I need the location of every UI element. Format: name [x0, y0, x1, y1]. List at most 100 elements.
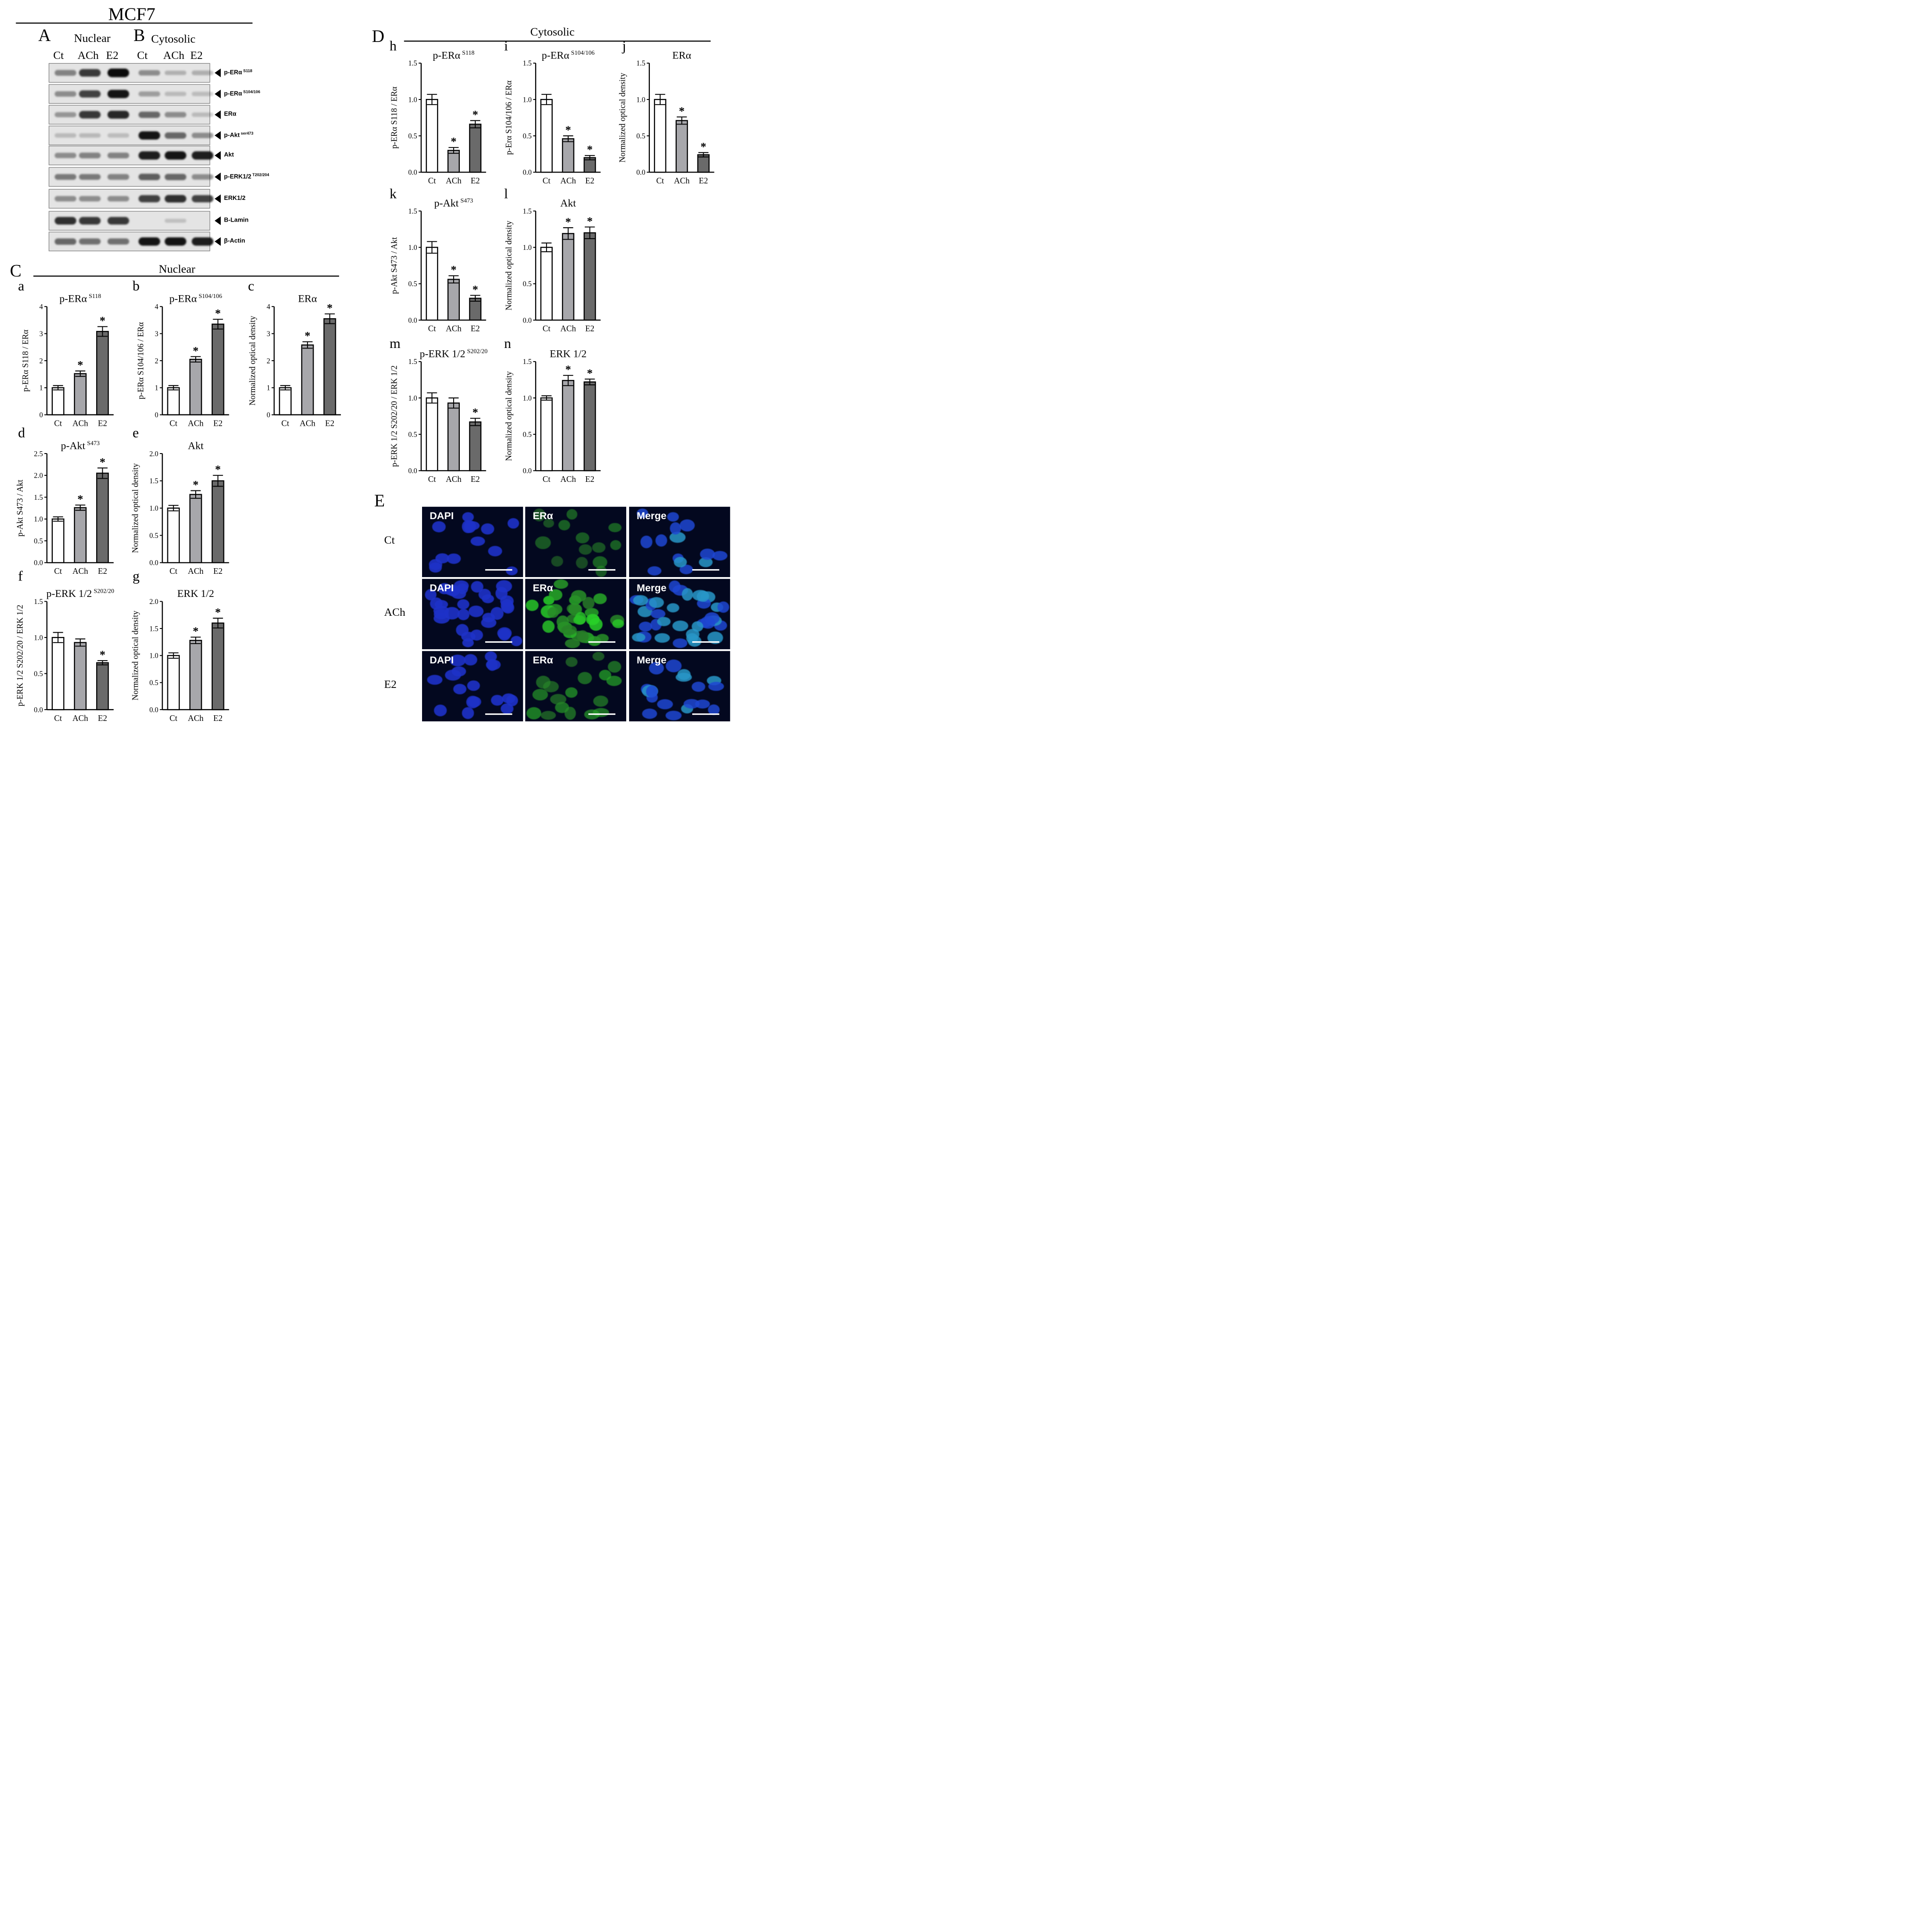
- lane-label: ACh: [77, 49, 99, 62]
- significance-star: *: [193, 625, 199, 638]
- category-label: E2: [213, 418, 223, 428]
- blot-band: [107, 238, 129, 245]
- significance-star: *: [193, 345, 199, 357]
- cell-nucleus: [482, 612, 495, 622]
- chart-g: g ERK 1/2 0.0 0.5 1.0 1.5 2.0 Normalized optica…: [131, 569, 229, 723]
- blot-arrow-icon: [215, 110, 221, 119]
- y-tick-label: 0.0: [149, 559, 158, 567]
- category-label: ACh: [560, 176, 576, 185]
- cell-nucleus: [642, 708, 657, 719]
- category-label: ACh: [188, 418, 203, 428]
- blot-band: [79, 152, 101, 158]
- y-tick-label: 0.5: [522, 132, 531, 140]
- cell-nucleus: [697, 591, 709, 602]
- cell-nucleus: [542, 620, 555, 633]
- bar: [211, 622, 224, 711]
- y-axis-label: p-Akt S473 / Akt: [389, 237, 398, 294]
- y-tick-label: 3: [155, 330, 158, 338]
- blot-band: [191, 174, 214, 180]
- significance-star: *: [565, 364, 571, 376]
- cell-nucleus: [610, 540, 622, 550]
- blot-arrow-icon: [215, 151, 221, 160]
- y-tick-label: 2: [155, 357, 158, 365]
- cell-nucleus: [592, 542, 606, 553]
- blot-band: [107, 68, 129, 77]
- chart-b: b p-ERα S104/106 0 1 2 3 4 p-ERα S104/106 / ERα C…: [133, 278, 229, 428]
- cell-nucleus: [554, 579, 568, 589]
- blot-band: [79, 90, 101, 98]
- bar: [469, 421, 481, 472]
- microscopy-panel: ERα: [525, 506, 626, 577]
- blot-band: [107, 217, 129, 225]
- blot-band: [107, 152, 129, 158]
- category-label: ACh: [73, 566, 88, 576]
- y-tick-label: 0.0: [522, 467, 531, 475]
- cell-nucleus: [451, 666, 466, 677]
- y-tick-label: 0.5: [408, 280, 417, 288]
- panel-letter: f: [18, 569, 23, 584]
- y-tick-label: 1: [39, 384, 43, 392]
- category-label: ACh: [73, 418, 88, 428]
- y-tick-label: 0.5: [408, 132, 417, 140]
- cell-nucleus: [470, 629, 483, 641]
- bar: [562, 380, 574, 472]
- microscopy-panel: Merge: [629, 651, 730, 721]
- lane-label: E2: [190, 49, 203, 62]
- y-tick-label: 3: [39, 330, 43, 338]
- cell-nucleus: [462, 512, 474, 522]
- bar: [74, 373, 87, 415]
- y-tick-label: 1.0: [149, 652, 158, 660]
- cell-nucleus: [468, 605, 484, 617]
- category-label: Ct: [54, 566, 62, 576]
- microscopy-channel-label: DAPI: [430, 510, 454, 521]
- significance-star: *: [193, 479, 199, 491]
- microscopy-panel: ERα: [525, 579, 626, 649]
- y-tick-label: 2: [266, 357, 270, 365]
- cell-nucleus: [633, 595, 648, 606]
- y-axis-label: p-Erα S104/106 / ERα: [504, 81, 513, 155]
- cell-nucleus: [638, 621, 652, 632]
- cell-nucleus: [712, 551, 728, 561]
- cell-line-title: MCF7: [108, 4, 156, 24]
- y-tick-label: 1.5: [522, 207, 531, 215]
- blot-strip: [49, 146, 214, 165]
- category-label: Ct: [170, 418, 178, 428]
- category-label: Ct: [282, 418, 290, 428]
- cell-nucleus: [579, 544, 592, 555]
- cell-nucleus: [708, 682, 724, 691]
- title-underline: [16, 22, 253, 24]
- bar: [654, 99, 666, 173]
- cell-nucleus: [533, 508, 546, 521]
- cell-nucleus: [673, 557, 687, 568]
- blot-label: ERK1/2: [224, 194, 246, 201]
- y-tick-label: 1.0: [34, 634, 43, 642]
- blot-strip: [49, 105, 214, 124]
- blot-label: ERα: [224, 110, 237, 117]
- cell-nucleus: [577, 671, 592, 685]
- category-label: E2: [213, 566, 223, 576]
- cell-nucleus: [462, 707, 474, 719]
- y-tick-label: 2: [39, 357, 43, 365]
- cell-nucleus: [681, 588, 693, 601]
- y-axis-label: Normalized optical density: [504, 221, 513, 311]
- blot-strip: [49, 167, 214, 187]
- y-tick-label: 1.5: [636, 59, 645, 67]
- microscopy-row-label: ACh: [384, 606, 406, 619]
- microscopy-channel-label: ERα: [532, 654, 553, 666]
- blot-strip: [49, 125, 214, 145]
- bar: [583, 232, 596, 321]
- significance-star: *: [215, 606, 221, 619]
- y-axis-label: Normalized optical density: [131, 611, 140, 701]
- blot-arrow-icon: [215, 173, 221, 182]
- y-tick-label: 0: [39, 411, 43, 419]
- cell-nucleus: [700, 548, 715, 560]
- cell-nucleus: [665, 711, 682, 720]
- cell-nucleus: [486, 659, 501, 670]
- chart-title: ERK 1/2: [177, 587, 214, 599]
- y-tick-label: 2.0: [149, 598, 158, 606]
- y-tick-label: 1: [266, 384, 270, 392]
- cell-nucleus: [495, 587, 508, 600]
- chart-title: Akt: [188, 439, 204, 451]
- bar: [96, 472, 109, 563]
